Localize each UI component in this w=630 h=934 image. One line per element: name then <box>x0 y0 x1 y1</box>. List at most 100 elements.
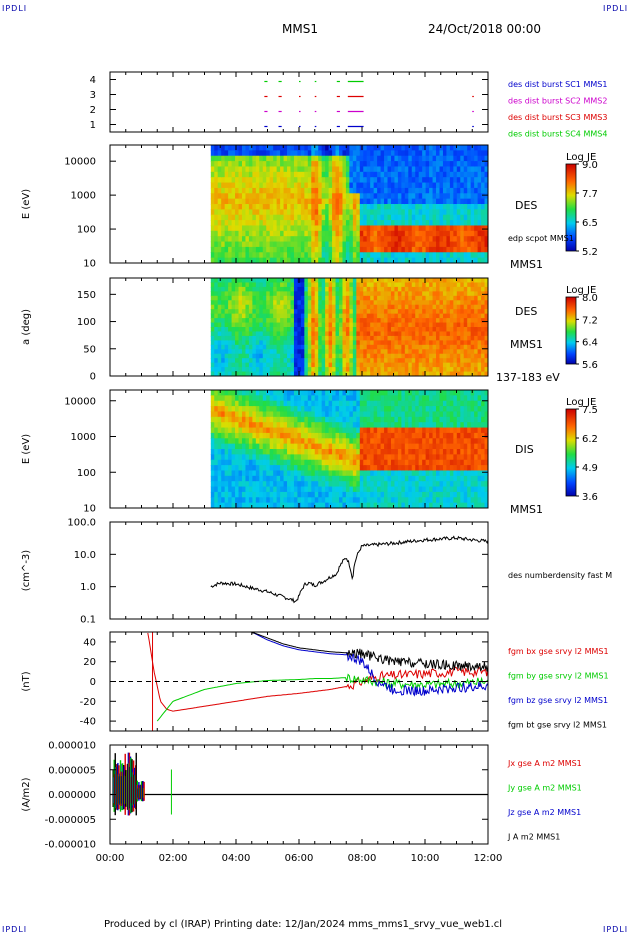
spectrogram-cell <box>366 225 371 232</box>
spectrogram-cell <box>408 278 413 284</box>
spectrogram-cell <box>238 182 243 189</box>
spectrogram-cell <box>252 422 257 429</box>
spectrogram-cell <box>224 481 229 488</box>
spectrogram-cell <box>342 209 347 216</box>
spectrogram-cell <box>394 427 399 434</box>
spectrogram-cell <box>335 295 340 301</box>
spectrogram-cell <box>314 209 319 216</box>
spectrogram-cell <box>363 257 368 263</box>
spectrogram-cell <box>231 349 236 355</box>
spectrogram-cell <box>259 304 264 310</box>
spectrogram-cell <box>481 313 486 319</box>
spectrogram-cell <box>210 182 215 189</box>
spectrogram-cell <box>404 454 409 461</box>
spectrogram-cell <box>269 246 274 253</box>
spectrogram-cell <box>373 236 378 243</box>
spectrogram-cell <box>293 400 299 407</box>
spectrogram-cell <box>415 416 420 423</box>
spectrogram-cell <box>238 371 243 376</box>
spectrogram-cell <box>436 475 441 482</box>
spectrogram-cell <box>370 335 375 341</box>
spectrogram-cell <box>359 427 364 434</box>
spectrogram-cell <box>321 475 326 482</box>
spectrogram-cell <box>481 214 486 221</box>
spectrogram-cell <box>335 193 340 200</box>
spectrogram-cell <box>439 187 444 194</box>
spectrogram-cell <box>228 246 233 253</box>
spectrogram-cell <box>366 353 371 359</box>
spectrogram-cell <box>217 230 222 237</box>
spectrogram-cell <box>332 422 337 429</box>
spectrogram-cell <box>307 282 312 288</box>
spectrogram-cell <box>241 241 247 248</box>
spectrogram-cell <box>397 198 402 205</box>
spectrogram-cell <box>352 344 357 350</box>
spectrogram-cell <box>269 427 274 434</box>
spectrogram-cell <box>359 335 364 341</box>
spectrogram-cell <box>363 171 368 178</box>
spectrogram-cell <box>432 491 437 498</box>
spectrogram-cell <box>453 344 458 350</box>
spectrogram-cell <box>439 411 444 418</box>
spectrogram-cell <box>370 198 375 205</box>
spectrogram-cell <box>436 497 441 504</box>
spectrogram-cell <box>214 327 219 333</box>
spectrogram-cell <box>425 406 430 413</box>
spectrogram-cell <box>332 362 337 368</box>
spectrogram-cell <box>321 432 326 439</box>
spectrogram-cell <box>453 209 458 216</box>
spectrogram-cell <box>432 465 437 472</box>
spectrogram-cell <box>221 278 226 284</box>
spectrogram-cell <box>390 187 396 194</box>
spectrogram-cell <box>273 344 278 350</box>
spectrogram-cell <box>311 497 316 504</box>
spectrogram-cell <box>318 491 323 498</box>
spectrogram-cell <box>373 432 378 439</box>
spectrogram-cell <box>356 335 361 341</box>
spectrogram-cell <box>432 406 437 413</box>
spectrogram-cell <box>401 309 406 315</box>
spectrogram-cell <box>290 236 295 243</box>
spectrogram-cell <box>384 335 389 341</box>
spectrogram-cell <box>290 282 295 288</box>
spectrogram-cell <box>397 395 402 402</box>
spectrogram-cell <box>293 327 299 333</box>
spectrogram-cell <box>287 225 292 232</box>
spectrogram-cell <box>214 300 219 306</box>
spectrogram-cell <box>377 193 382 200</box>
spectrogram-cell <box>287 282 292 288</box>
spectrogram-cell <box>300 204 305 210</box>
spectrogram-cell <box>432 150 437 157</box>
spectrogram-cell <box>411 449 416 455</box>
spectrogram-cell <box>352 353 357 359</box>
spectrogram-cell <box>235 340 240 346</box>
spectrogram-cell <box>345 406 350 413</box>
spectrogram-cell <box>210 349 215 355</box>
spectrogram-cell <box>311 481 316 488</box>
spectrogram-cell <box>422 502 427 508</box>
spectrogram-cell <box>390 155 396 162</box>
spectrogram-cell <box>394 475 399 482</box>
spectrogram-cell <box>325 443 330 450</box>
spectrogram-cell <box>411 171 416 178</box>
spectrogram-cell <box>359 432 364 439</box>
spectrogram-cell <box>266 182 271 189</box>
spectrogram-cell <box>345 322 350 328</box>
spectrogram-cell <box>300 367 305 373</box>
spectrogram-cell <box>307 443 312 450</box>
spectrogram-cell <box>210 367 215 373</box>
spectrogram-cell <box>214 177 219 184</box>
spectrogram-cell <box>449 367 454 373</box>
spectrogram-cell <box>356 252 361 259</box>
spectrogram-cell <box>345 193 350 200</box>
spectrogram-cell <box>377 241 382 248</box>
spectrogram-cell <box>415 230 420 237</box>
spectrogram-cell <box>273 465 278 472</box>
spectrogram-cell <box>287 161 292 168</box>
spectrogram-cell <box>436 438 441 445</box>
spectrogram-cell <box>436 395 441 402</box>
spectrogram-cell <box>238 322 243 328</box>
spectrogram-cell <box>384 230 389 237</box>
spectrogram-cell <box>297 353 302 359</box>
spectrogram-cell <box>221 214 226 221</box>
